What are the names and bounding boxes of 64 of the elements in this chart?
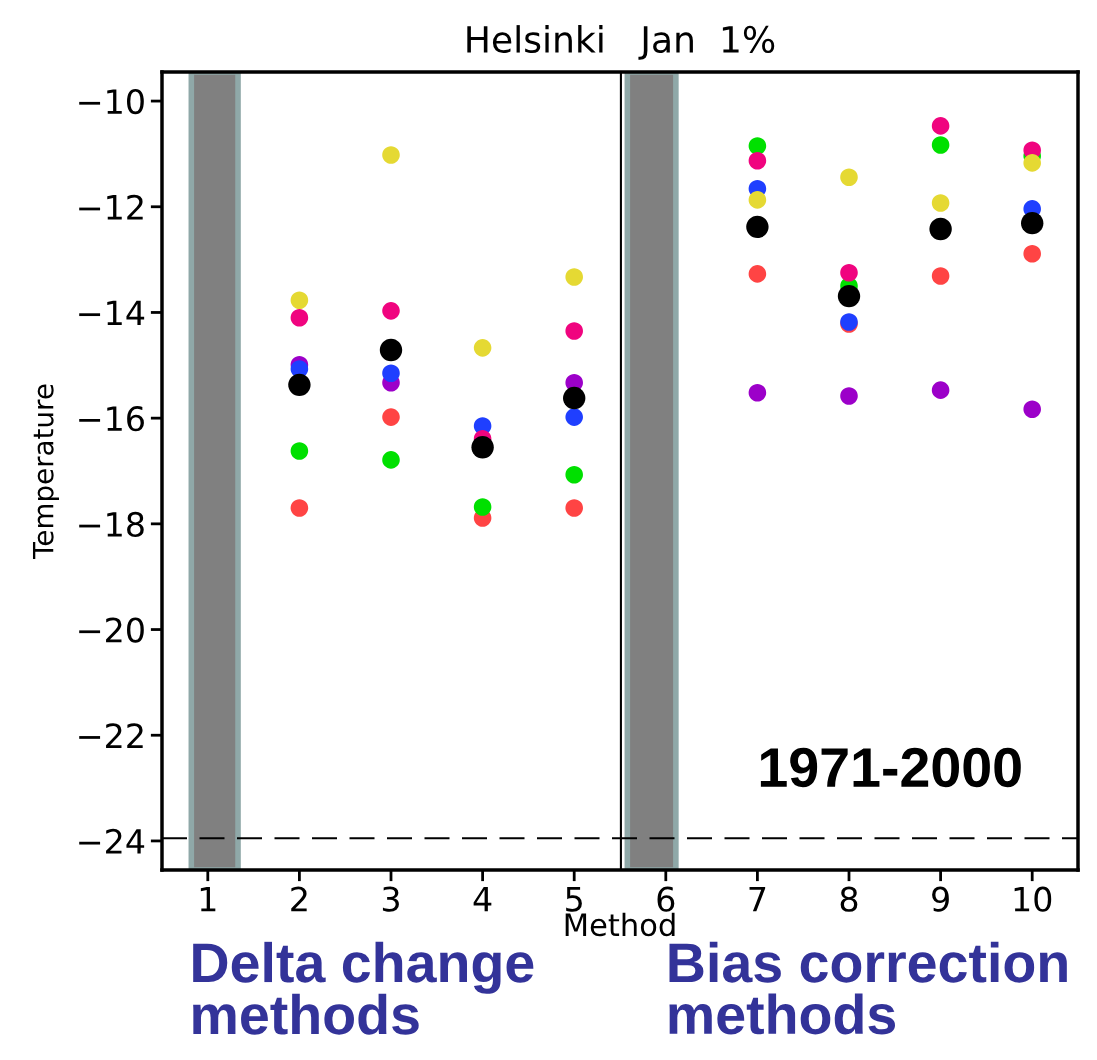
point — [748, 191, 767, 209]
point — [288, 373, 311, 397]
chart-title: Helsinki Jan 1% — [467, 25, 775, 60]
point — [471, 436, 494, 459]
x-tick-label: 9 — [932, 886, 949, 912]
point — [563, 386, 586, 410]
point — [837, 284, 861, 308]
point — [473, 498, 492, 516]
point — [748, 152, 767, 170]
text: Bias correction methods — [669, 941, 1067, 1035]
x-tick-label: 10 — [1014, 886, 1052, 912]
point — [746, 215, 769, 239]
point — [379, 338, 403, 362]
x-tick-label: 3 — [382, 886, 399, 912]
point — [382, 146, 400, 164]
point — [290, 291, 309, 310]
x-tick-label: 5 — [566, 887, 582, 912]
point — [565, 408, 583, 426]
y-tick-label: −22 — [79, 723, 143, 748]
point — [1021, 211, 1044, 235]
point — [929, 217, 952, 241]
point — [840, 264, 858, 282]
point — [1023, 400, 1041, 418]
point — [382, 302, 400, 320]
point — [382, 408, 400, 426]
point — [840, 387, 858, 405]
point — [1023, 154, 1041, 172]
point — [565, 499, 583, 517]
y-tick-label: −20 — [79, 617, 144, 643]
point — [382, 364, 400, 383]
y-tick-label: −18 — [79, 511, 144, 537]
point — [473, 339, 492, 357]
point — [382, 451, 400, 469]
point — [931, 117, 950, 135]
y-tick-label: −12 — [79, 194, 143, 220]
x-tick-label: 4 — [473, 887, 492, 912]
y-tick-label: −10 — [79, 88, 144, 115]
point — [290, 499, 309, 517]
x-tick-label: 2 — [291, 886, 307, 912]
point — [565, 465, 583, 484]
point — [931, 267, 950, 285]
x-tick-label: 1 — [200, 887, 216, 912]
point — [748, 137, 767, 155]
y-tick-label: −24 — [79, 828, 145, 854]
x-axis-title: Method — [565, 912, 675, 937]
x-tick-label: 8 — [840, 886, 858, 912]
point — [565, 322, 583, 340]
annotation: 1971-2000 — [760, 747, 1021, 788]
point — [565, 268, 583, 286]
point — [748, 265, 767, 283]
text: Delta change methods — [193, 941, 534, 1035]
x-tick-label: 6 — [657, 886, 675, 912]
point — [840, 168, 858, 186]
point — [931, 194, 950, 212]
point — [931, 381, 950, 399]
point — [931, 136, 950, 154]
point — [1023, 245, 1041, 263]
point — [290, 308, 309, 327]
x-tick-label: 7 — [749, 887, 766, 912]
point — [748, 384, 767, 402]
y-axis-title: Temperature — [32, 384, 60, 560]
y-tick-label: −16 — [79, 406, 144, 432]
point — [290, 442, 309, 460]
y-tick-label: −14 — [79, 300, 145, 326]
